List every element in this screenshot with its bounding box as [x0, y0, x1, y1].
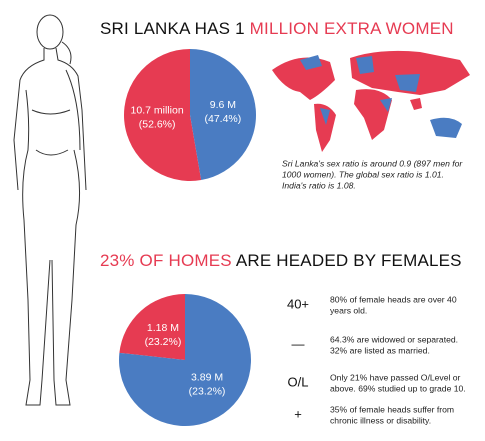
fact-text: 64.3% are widowed or separated.: [330, 334, 458, 344]
slice-value-label: 9.6 M: [210, 99, 236, 111]
caption: Sri Lanka's sex ratio is around 0.9 (897…: [282, 158, 463, 190]
pie-slice: [190, 49, 257, 181]
fact-text: 35% of female heads suffer from: [330, 404, 454, 414]
slice-percent-label: (23.2%): [145, 336, 182, 348]
caption-line: 1000 women). The global sex ratio is 1.0…: [282, 169, 444, 179]
slice-percent-label: (47.4%): [204, 113, 241, 125]
slice-value-label: 10.7 million: [131, 105, 184, 117]
slice-percent-label: (23.2%): [189, 385, 226, 397]
fact-icon: 40+: [287, 296, 309, 311]
pie-slice: [118, 294, 251, 426]
slice-value-label: 3.89 M: [191, 371, 223, 383]
world-map: [272, 50, 470, 152]
figure-outline: [13, 14, 87, 406]
fact-text: 80% of female heads are over 40: [330, 294, 457, 304]
fact-text: 32% are listed as married.: [330, 345, 430, 355]
slice-value-label: 1.18 M: [147, 322, 179, 334]
fact-text: above. 69% studied up to grade 10.: [330, 383, 466, 393]
caption-line: Sri Lanka's sex ratio is around 0.9 (897…: [282, 158, 463, 168]
header: SRI LANKA HAS 1 MILLION EXTRA WOMEN: [100, 19, 454, 38]
pie-slice: [124, 49, 202, 181]
slice-percent-label: (52.6%): [139, 119, 176, 131]
caption-line: India's ratio is 1.08.: [282, 180, 356, 190]
fact-list: 40+ 80% of female heads are over 40years …: [287, 294, 466, 425]
pie-slice: [119, 294, 185, 360]
fact-text: years old.: [330, 305, 367, 315]
header-part: ARE HEADED BY FEMALES: [232, 251, 462, 270]
header-part: 23% OF HOMES: [100, 251, 232, 270]
fact-icon: +: [294, 406, 302, 421]
fact-icon: —: [292, 336, 305, 351]
header-part: SRI LANKA HAS 1: [100, 19, 250, 38]
fact-icon: O/L: [288, 374, 309, 389]
fact-text: Only 21% have passed O/Level or: [330, 372, 461, 382]
fact-text: chronic illness or disability.: [330, 415, 431, 425]
header-part: MILLION EXTRA WOMEN: [250, 19, 454, 38]
header: 23% OF HOMES ARE HEADED BY FEMALES: [100, 251, 462, 270]
